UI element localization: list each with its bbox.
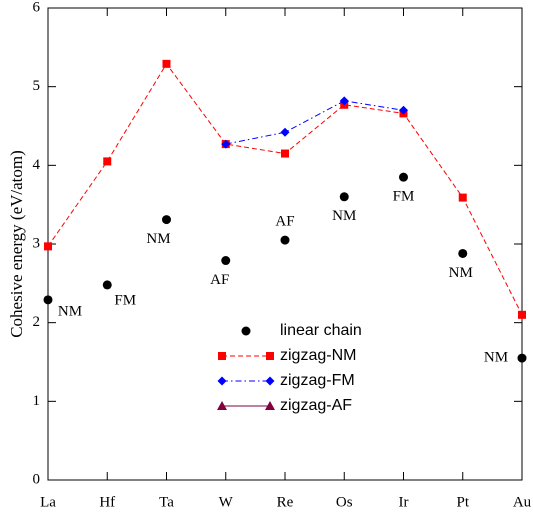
y-tick-label: 2 <box>33 314 41 330</box>
point <box>458 248 468 258</box>
x-tick-label: Ta <box>159 494 174 510</box>
x-tick-label: Au <box>513 494 532 510</box>
legend-label: zigzag-NM <box>280 347 356 364</box>
point <box>399 172 408 182</box>
y-tick-label: 3 <box>33 235 41 251</box>
point <box>102 280 112 290</box>
point <box>217 376 227 386</box>
point <box>518 310 526 319</box>
y-tick-label: 0 <box>33 471 41 487</box>
point <box>43 295 53 305</box>
x-tick-label: W <box>219 494 234 510</box>
point <box>217 401 227 410</box>
x-tick-label: Pt <box>456 494 469 510</box>
series-line <box>225 100 404 145</box>
legend-label: zigzag-AF <box>280 397 352 414</box>
point <box>399 105 408 115</box>
x-tick-label: Re <box>277 494 294 510</box>
point <box>103 157 112 166</box>
point <box>241 326 251 336</box>
point <box>517 353 527 363</box>
point <box>221 256 231 266</box>
point-label: FM <box>114 292 136 308</box>
point <box>281 149 289 158</box>
point <box>280 235 290 245</box>
point-label: AF <box>210 272 229 288</box>
y-axis-label: Cohesive energy (eV/atom) <box>7 150 26 338</box>
point <box>266 352 274 360</box>
x-tick-label: Hf <box>99 494 115 510</box>
point <box>265 376 275 386</box>
x-tick-label: Ir <box>399 494 409 510</box>
point <box>265 401 275 410</box>
point-label: FM <box>393 189 415 205</box>
y-tick-label: 5 <box>33 78 41 94</box>
point-label: NM <box>332 208 356 224</box>
point <box>162 215 171 225</box>
point <box>44 242 52 251</box>
point <box>221 139 231 149</box>
y-tick-label: 6 <box>33 0 41 15</box>
legend-label: linear chain <box>280 322 362 339</box>
point-label: NM <box>484 350 508 366</box>
point <box>280 127 290 137</box>
x-tick-label: La <box>40 494 56 510</box>
point-label: NM <box>449 265 473 281</box>
point-label: NM <box>58 303 82 319</box>
point-label: AF <box>275 214 294 230</box>
point <box>339 192 349 202</box>
point <box>458 193 467 202</box>
y-tick-label: 1 <box>33 393 41 409</box>
y-tick-label: 4 <box>33 157 41 173</box>
legend-label: zigzag-FM <box>280 372 355 389</box>
point-label: NM <box>146 231 170 247</box>
point <box>339 96 349 106</box>
x-tick-label: Os <box>336 494 353 510</box>
point <box>218 352 226 360</box>
point <box>162 59 171 68</box>
